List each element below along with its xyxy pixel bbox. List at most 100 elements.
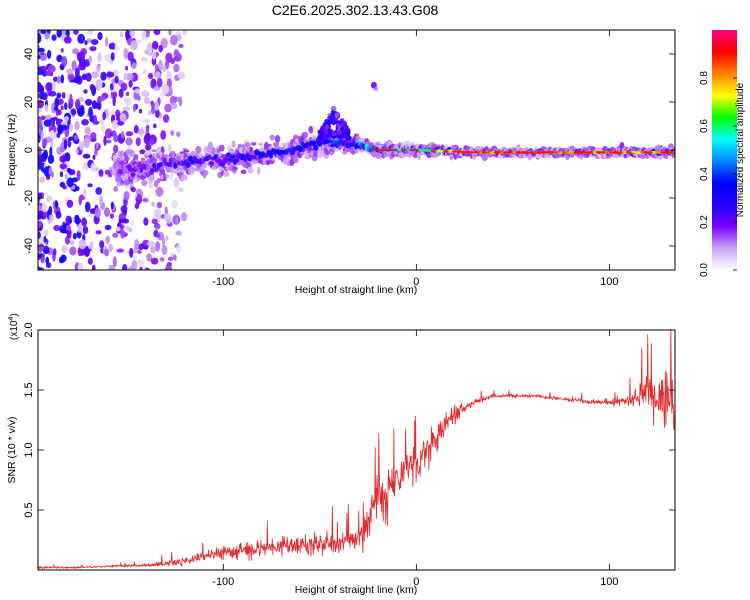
- spectral-blob: [108, 42, 117, 50]
- spectrogram-x-tick-label: -100: [212, 276, 234, 288]
- spectral-blob: [336, 130, 343, 135]
- spectral-blob: [150, 246, 156, 254]
- colorbar-tick-label: 0.0: [699, 263, 710, 277]
- spectral-blob: [104, 207, 110, 218]
- spectral-blob: [352, 140, 356, 146]
- colorbar-gradient: [712, 30, 737, 270]
- spectral-blob: [39, 52, 47, 61]
- spectral-blob: [39, 176, 45, 183]
- spectral-blob: [125, 91, 130, 97]
- spectral-blob: [167, 143, 172, 152]
- spectral-blob: [134, 88, 140, 94]
- spectral-blob: [45, 195, 53, 202]
- spectral-blob: [83, 137, 91, 149]
- spectral-blob: [87, 183, 93, 188]
- spectral-blob: [617, 151, 623, 154]
- spectral-blob: [148, 174, 155, 182]
- spectral-blob: [182, 30, 188, 36]
- spectral-blob: [167, 256, 174, 262]
- spectral-blob: [64, 173, 68, 180]
- spectral-blob: [626, 151, 632, 154]
- spectral-blob: [139, 149, 146, 155]
- spectral-blob: [57, 109, 62, 116]
- spectral-blob: [328, 115, 333, 119]
- spectral-blob: [66, 177, 74, 188]
- spectral-blob: [71, 216, 76, 222]
- colorbar-tick-label: 0.4: [699, 167, 710, 181]
- spectral-blob: [82, 161, 89, 171]
- spectral-blob: [113, 186, 118, 192]
- spectral-blob: [175, 155, 182, 161]
- spectral-blob: [146, 253, 153, 262]
- spectral-blob: [90, 39, 99, 45]
- colorbar-tick-label: 0.8: [699, 71, 710, 85]
- spectrogram-y-tick-label: 0: [23, 147, 35, 153]
- spectral-blob: [84, 201, 91, 213]
- spectral-blob: [609, 151, 615, 154]
- spectral-blob: [460, 150, 466, 154]
- spectral-blob: [120, 82, 128, 91]
- spectral-blob: [97, 31, 103, 41]
- spectral-blob: [137, 161, 142, 168]
- spectral-blob: [53, 224, 60, 232]
- spectral-blob: [151, 51, 157, 60]
- colorbar-ticks: 0.0 0.2 0.4 0.6 0.8: [699, 71, 737, 277]
- spectral-blob: [139, 267, 143, 270]
- spectral-blob: [90, 162, 97, 172]
- spectral-blob: [92, 264, 96, 270]
- snr-series-line: [38, 330, 675, 570]
- spectral-blob: [123, 47, 129, 59]
- spectral-blob: [44, 70, 53, 76]
- spectral-blob: [91, 71, 100, 79]
- spectral-blob: [166, 71, 172, 82]
- snr-x-tick-label: 0: [413, 576, 419, 588]
- spectral-blob: [128, 227, 133, 233]
- spectral-blob: [405, 140, 410, 145]
- snr-x-tick-label: 100: [600, 576, 618, 588]
- spectral-blob: [327, 139, 334, 144]
- spectral-blob: [173, 254, 177, 261]
- spectral-blob: [81, 217, 87, 227]
- spectral-blob: [81, 119, 89, 126]
- spectral-blob: [119, 31, 123, 38]
- spectral-blob: [150, 257, 159, 265]
- spectral-blob: [104, 53, 112, 63]
- spectral-blob: [251, 142, 257, 146]
- spectrogram-y-tick-label: 20: [23, 96, 35, 108]
- spectral-blob: [151, 101, 155, 110]
- spectral-blob: [142, 68, 147, 74]
- spectral-blob: [143, 217, 149, 226]
- spectral-blob: [108, 166, 115, 171]
- spectral-blob: [130, 172, 136, 178]
- spectral-blob: [48, 205, 53, 216]
- spectral-blob: [69, 93, 73, 103]
- spectral-blob: [313, 144, 319, 151]
- spectrogram-y-tick-label: -20: [23, 190, 35, 206]
- spectrogram-y-ticks: -40 -20 0 20 40: [23, 48, 675, 254]
- spectral-blob: [78, 62, 87, 71]
- spectral-blob: [138, 259, 144, 269]
- spectral-blob: [575, 151, 581, 154]
- spectral-blob: [247, 166, 254, 174]
- spectral-blob: [132, 103, 137, 112]
- spectral-blob: [124, 156, 130, 162]
- spectral-blob: [125, 131, 134, 137]
- spectral-blob: [308, 125, 314, 134]
- spectral-blob: [269, 134, 275, 141]
- spectral-blob: [40, 30, 47, 35]
- spectral-blob: [331, 132, 338, 137]
- spectral-blob: [173, 63, 180, 73]
- colorbar-tick-label: 0.6: [699, 119, 710, 133]
- spectrogram-x-ticks: -100 0 100: [212, 30, 619, 288]
- spectral-blob: [145, 144, 152, 151]
- spectral-blob: [100, 71, 107, 81]
- spectral-blob: [169, 34, 178, 46]
- spectral-blob: [43, 229, 49, 237]
- spectrogram-x-label: Height of straight line (km): [295, 284, 418, 296]
- spectral-blob: [48, 213, 54, 222]
- spectral-blob: [82, 153, 91, 159]
- spectral-blob: [160, 168, 165, 174]
- spectral-blob: [95, 187, 103, 195]
- spectral-blob: [317, 134, 323, 140]
- spectral-blob: [147, 240, 155, 247]
